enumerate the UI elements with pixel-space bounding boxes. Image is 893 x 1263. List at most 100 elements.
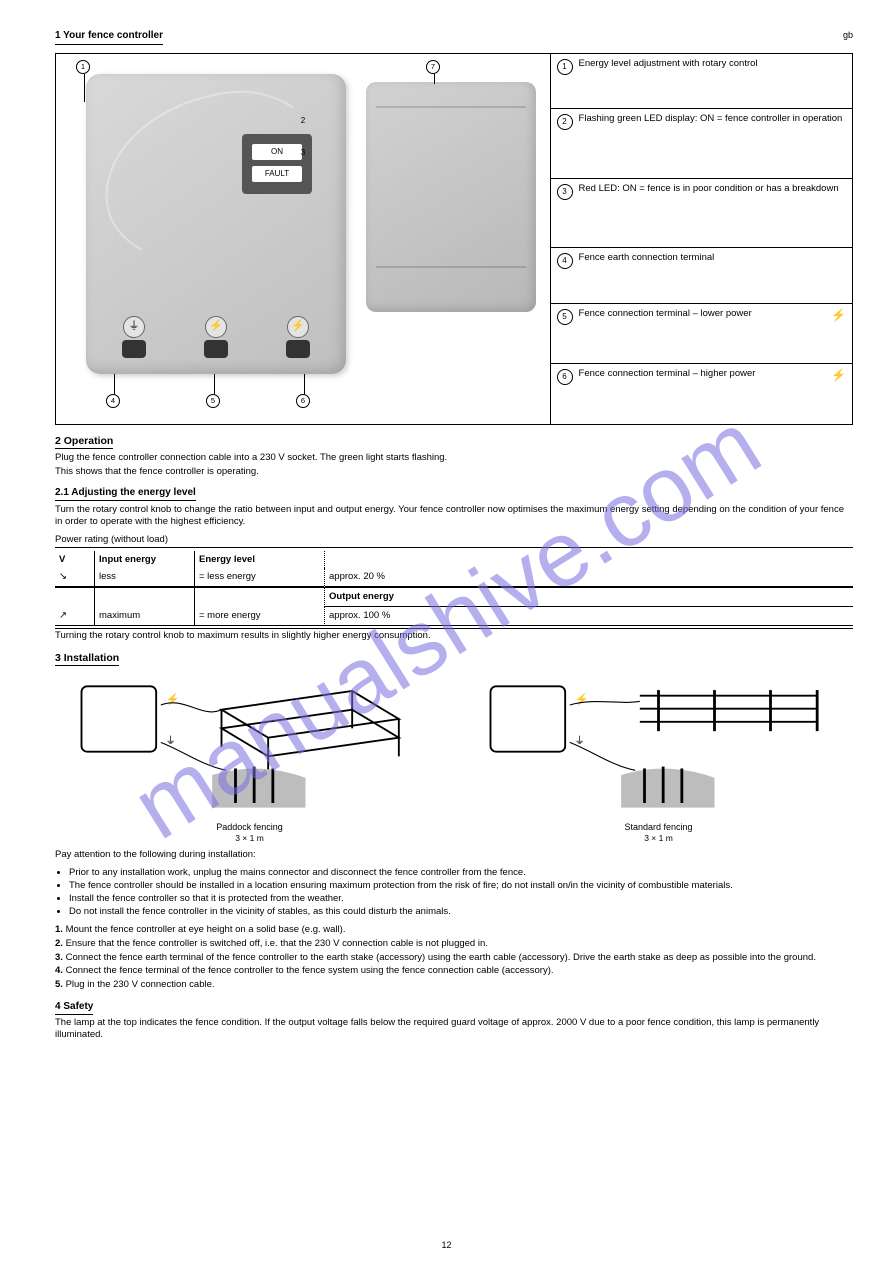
bullet-item: Install the fence controller so that it … [69, 893, 853, 905]
section-2-title: 2 Operation [55, 435, 113, 449]
device-illustration: ON FAULT ⏚ ⚡ ⚡ 1 2 [56, 54, 550, 424]
callout-line [114, 374, 115, 394]
cell-input-1: less [95, 568, 195, 588]
earth-icon: ⏚ [123, 316, 145, 338]
terminal-earth: ⏚ [114, 316, 154, 360]
diagram-paddock: ⚡ ⏚ Paddock fencing [55, 677, 444, 843]
blank [55, 588, 95, 607]
bullet-item: Prior to any installation work, unplug t… [69, 867, 853, 879]
section-operation: 2 Operation Plug the fence controller co… [55, 425, 853, 478]
legend-number: 4 [557, 253, 573, 269]
callout-1: 1 [76, 60, 90, 74]
callout-4: 4 [106, 394, 120, 408]
legend-text: Energy level adjustment with rotary cont… [579, 58, 846, 70]
installation-bullets: Prior to any installation work, unplug t… [55, 867, 853, 918]
blank [195, 588, 325, 607]
power-rating-table: Power rating (without load) V Input ener… [55, 534, 853, 642]
rating-head: Power rating (without load) [55, 534, 853, 548]
safety-text: The lamp at the top indicates the fence … [55, 1017, 853, 1041]
cell-level-2: = more energy [195, 607, 325, 626]
legend-column: 1 Energy level adjustment with rotary co… [550, 54, 852, 424]
page-number: 12 [441, 1240, 451, 1251]
controller-back-cover [366, 82, 536, 312]
section-safety: 4 Safety The lamp at the top indicates t… [55, 991, 853, 1040]
svg-text:⚡: ⚡ [575, 692, 589, 706]
callout-3: 3 [296, 146, 310, 160]
installation-steps: 1. Mount the fence controller at eye hei… [55, 924, 853, 991]
cell-sym-1: ↘ [55, 568, 95, 588]
diagram-right-label: Standard fencing [464, 822, 853, 833]
language-indicator: gb [843, 30, 853, 45]
callout-5: 5 [206, 394, 220, 408]
legend-text: Fence connection terminal – lower power [579, 308, 826, 320]
legend-number: 3 [557, 184, 573, 200]
step-4: 4. Connect the fence terminal of the fen… [55, 965, 853, 977]
callout-6: 6 [296, 394, 310, 408]
display-panel: ON FAULT [242, 134, 312, 194]
callout-line [84, 74, 85, 102]
legend-item: 6 Fence connection terminal – higher pow… [550, 364, 852, 423]
legend-number: 6 [557, 369, 573, 385]
terminal-knob [286, 340, 310, 358]
bullet-item: The fence controller should be installed… [69, 880, 853, 892]
section-3-title: 3 Installation [55, 652, 119, 666]
legend-item: 2 Flashing green LED display: ON = fence… [550, 109, 852, 179]
bolt-large-icon: ⚡ [831, 368, 846, 383]
step-1: 1. Mount the fence controller at eye hei… [55, 924, 853, 936]
cell-out-2: approx. 100 % [325, 607, 853, 626]
led-green: ON [252, 144, 302, 160]
col-symbol: V [55, 551, 95, 569]
diagram-left-ground: 3 × 1 m [55, 833, 444, 844]
section-1-title: 1 Your fence controller [55, 30, 163, 45]
legend-text: Flashing green LED display: ON = fence c… [579, 113, 846, 125]
operation-p1: Plug the fence controller connection cab… [55, 452, 853, 464]
section-installation: 3 Installation ⚡ ⏚ [55, 642, 853, 991]
section-2-1-title: 2.1 Adjusting the energy level [55, 487, 196, 501]
energy-level-desc: Turn the rotary control knob to change t… [55, 504, 853, 528]
step-3: 3. Connect the fence earth terminal of t… [55, 952, 853, 964]
svg-text:⚡: ⚡ [166, 692, 180, 706]
bolt-large-icon: ⚡ [287, 316, 309, 338]
standard-svg: ⚡ ⏚ [464, 677, 853, 817]
bullet-item: Do not install the fence controller in t… [69, 906, 853, 918]
terminal-high: ⚡ [278, 316, 318, 360]
col-input: Input energy [95, 551, 195, 569]
cell-level-1: = less energy [195, 568, 325, 588]
legend-item: 4 Fence earth connection terminal [550, 248, 852, 304]
terminal-low: ⚡ [196, 316, 236, 360]
cell-sym-2: ↗ [55, 607, 95, 626]
cell-out-1: approx. 20 % [325, 568, 853, 588]
paddock-svg: ⚡ ⏚ [55, 677, 444, 817]
legend-number: 1 [557, 59, 573, 75]
terminal-row: ⏚ ⚡ ⚡ [114, 310, 318, 360]
operation-p2: This shows that the fence controller is … [55, 466, 853, 478]
legend-item: 5 Fence connection terminal – lower powe… [550, 304, 852, 364]
section-energy-level: 2.1 Adjusting the energy level Turn the … [55, 479, 853, 642]
legend-item: 3 Red LED: ON = fence is in poor conditi… [550, 179, 852, 249]
callout-line [304, 374, 305, 394]
col-level: Energy level [195, 551, 325, 569]
terminal-knob [122, 340, 146, 358]
bullets-intro: Pay attention to the following during in… [55, 849, 853, 861]
col-output [325, 551, 853, 569]
bolt-small-icon: ⚡ [831, 308, 846, 323]
section-4-title: 4 Safety [55, 1001, 93, 1015]
callout-line [434, 74, 435, 84]
output-energy-label: Output energy [325, 588, 853, 607]
legend-item: 1 Energy level adjustment with rotary co… [550, 54, 852, 110]
legend-number: 2 [557, 114, 573, 130]
terminal-knob [204, 340, 228, 358]
legend-text: Fence earth connection terminal [579, 252, 846, 264]
diagram-right-ground: 3 × 1 m [464, 833, 853, 844]
callout-7: 7 [426, 60, 440, 74]
step-2: 2. Ensure that the fence controller is s… [55, 938, 853, 950]
diagram-standard: ⚡ ⏚ Standard fencing 3 × 1 m [464, 677, 853, 843]
callout-line [214, 374, 215, 394]
device-overview-row: ON FAULT ⏚ ⚡ ⚡ 1 2 [55, 53, 853, 425]
legend-text: Fence connection terminal – higher power [579, 368, 826, 380]
legend-text: Red LED: ON = fence is in poor condition… [579, 183, 846, 195]
bolt-small-icon: ⚡ [205, 316, 227, 338]
legend-number: 5 [557, 309, 573, 325]
blank [95, 588, 195, 607]
rating-footer: Turning the rotary control knob to maxim… [55, 628, 853, 642]
